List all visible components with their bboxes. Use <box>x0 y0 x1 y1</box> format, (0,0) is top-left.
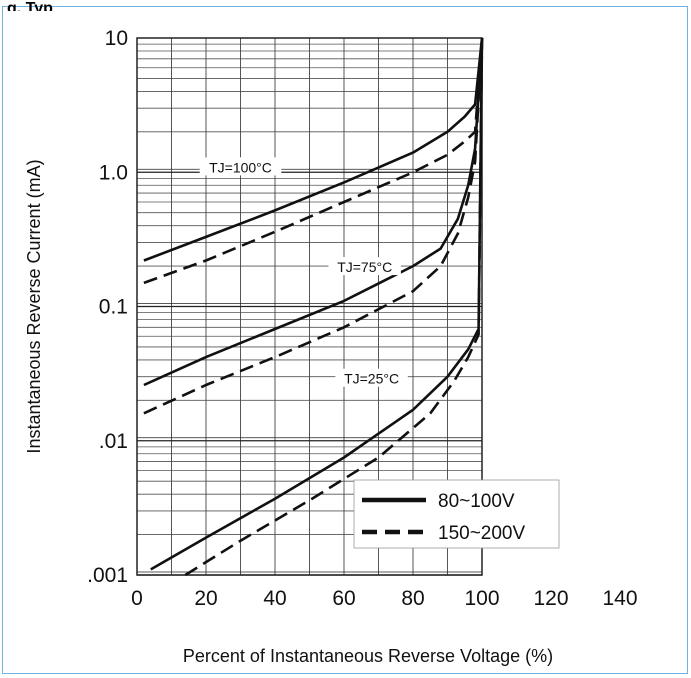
x-tick-labels: 0 20 40 60 80 100 120 140 <box>131 587 637 610</box>
legend-box <box>353 479 560 549</box>
y-tick-label: .001 <box>87 564 128 587</box>
plot-border <box>136 37 483 576</box>
x-tick-label: 140 <box>602 587 637 610</box>
x-tick-label: 120 <box>533 587 568 610</box>
y-tick-label: 1.0 <box>99 161 128 184</box>
y-tick-label: 10 <box>105 27 128 50</box>
series-line-1-dashed <box>143 37 484 285</box>
x-axis-title: Percent of Instantaneous Reverse Voltage… <box>183 646 553 666</box>
series-line-5-dashed <box>184 37 484 577</box>
series-line-2-solid <box>143 37 484 387</box>
curve-label-bg <box>335 368 408 387</box>
curve-label-bg <box>199 157 282 176</box>
curve-label: TJ=25°C <box>344 371 399 387</box>
series-line-0-solid <box>143 37 484 262</box>
curve-label-bg <box>328 257 401 276</box>
curve-label: TJ=75°C <box>337 259 392 275</box>
y-tick-label: 0.1 <box>99 296 128 319</box>
figure-title-fragment: g. Typ <box>7 1 53 11</box>
series-line-4-solid <box>150 37 484 571</box>
y-tick-labels: .001 .01 0.1 1.0 10 <box>87 27 128 587</box>
x-tick-label: 20 <box>194 587 217 610</box>
x-tick-label: 60 <box>332 587 355 610</box>
x-tick-label: 100 <box>464 587 499 610</box>
minor-gridlines <box>137 38 482 575</box>
series-line-3-dashed <box>143 37 484 415</box>
data-series <box>143 37 484 577</box>
legend-label: 80~100V <box>438 491 515 512</box>
legend-label: 150~200V <box>438 523 525 544</box>
x-tick-label: 80 <box>401 587 424 610</box>
x-tick-label: 0 <box>131 587 143 610</box>
x-tick-label: 40 <box>263 587 286 610</box>
curve-labels: TJ=100°C TJ=75°C TJ=25°C <box>199 157 408 387</box>
legend: 80~100V 150~200V <box>353 479 560 549</box>
curve-label: TJ=100°C <box>209 159 272 175</box>
y-axis-title: Instantaneous Reverse Current (mA) <box>24 159 44 453</box>
y-tick-label: .01 <box>99 430 128 453</box>
